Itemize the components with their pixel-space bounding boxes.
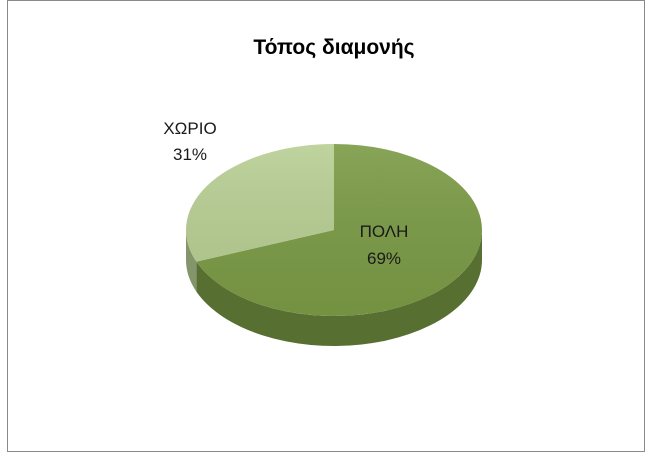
- slice-label-xorio-name: ΧΩΡΙΟ: [163, 119, 216, 138]
- pie-layer: [185, 144, 483, 346]
- pie-slice-sheen-1: [185, 144, 334, 262]
- slice-label-poli-value: 69%: [367, 249, 401, 268]
- slice-label-poli-name: ΠΟΛΗ: [360, 222, 409, 241]
- pie-side-1-0: [186, 230, 197, 292]
- chart-title: Τόπος διαμονής: [253, 36, 414, 59]
- pie-slice-sheen-0: [196, 144, 483, 317]
- slice-label-xorio-value: 31%: [173, 145, 207, 164]
- pie-side-0-0: [196, 230, 483, 346]
